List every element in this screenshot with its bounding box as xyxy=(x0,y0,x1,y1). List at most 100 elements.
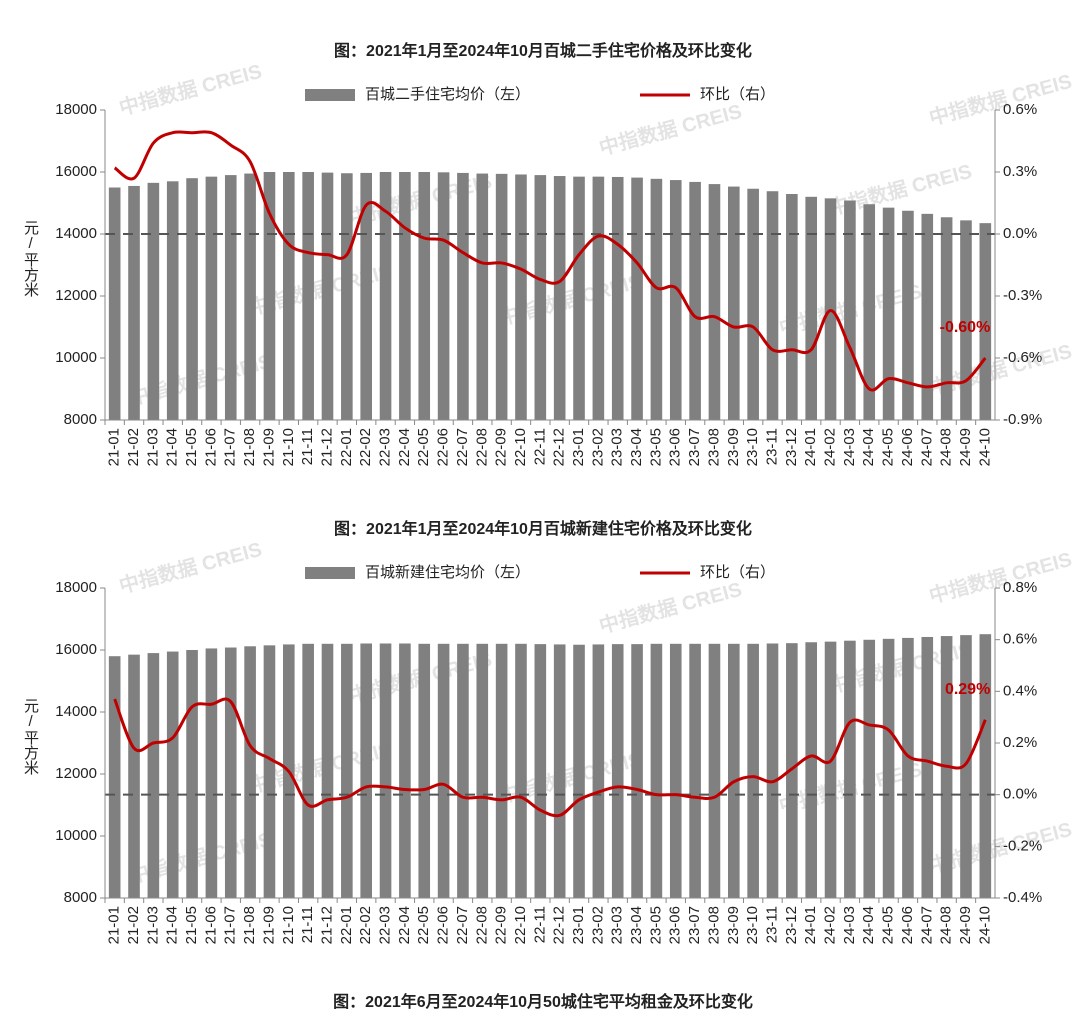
watermark: 中指数据 CREIS xyxy=(926,69,1074,130)
chart-title: 图：2021年1月至2024年10月百城二手住宅价格及环比变化 xyxy=(334,41,752,60)
legend-swatch xyxy=(305,89,355,101)
y2-tick-label: 0.4% xyxy=(1003,682,1037,699)
x-tick-label: 23-08 xyxy=(705,906,722,944)
bar xyxy=(302,172,314,420)
bar xyxy=(205,648,218,898)
bar xyxy=(108,656,121,898)
x-tick-label: 22-09 xyxy=(493,906,510,944)
x-tick-label: 24-08 xyxy=(938,428,955,466)
bar xyxy=(786,194,798,420)
watermark: 中指数据 CREIS xyxy=(926,547,1074,608)
x-tick-label: 22-05 xyxy=(415,428,432,466)
x-tick-label: 21-07 xyxy=(222,906,239,944)
legend-label: 百城新建住宅均价（左） xyxy=(365,564,530,581)
bar xyxy=(824,641,837,898)
x-tick-label: 22-02 xyxy=(357,428,374,466)
x-tick-label: 22-11 xyxy=(531,906,548,943)
y-tick-label: 14000 xyxy=(55,703,97,720)
x-tick-label: 24-07 xyxy=(918,906,935,944)
bar xyxy=(108,187,121,420)
bar xyxy=(611,644,624,898)
x-tick-label: 21-06 xyxy=(202,428,219,466)
x-tick-label: 23-05 xyxy=(647,428,664,466)
bar xyxy=(902,210,914,420)
bar xyxy=(166,651,179,898)
x-tick-label: 23-08 xyxy=(705,428,722,466)
bar xyxy=(844,640,856,898)
x-tick-label: 23-11 xyxy=(763,428,780,465)
y2-tick-label: 0.8% xyxy=(1003,579,1037,596)
y-tick-label: 8000 xyxy=(64,411,97,428)
y2-tick-label: -0.2% xyxy=(1003,837,1042,854)
x-tick-label: 24-09 xyxy=(957,428,974,466)
x-tick-label: 21-12 xyxy=(318,906,335,944)
x-tick-label: 21-04 xyxy=(164,906,181,944)
bar xyxy=(321,172,334,420)
watermark: 中指数据 CREIS xyxy=(116,537,264,598)
x-tick-label: 22-01 xyxy=(338,428,355,466)
y-tick-label: 18000 xyxy=(55,579,97,596)
x-tick-label: 24-01 xyxy=(802,906,819,944)
bar xyxy=(476,173,489,420)
bar xyxy=(766,643,779,898)
y2-tick-label: 0.3% xyxy=(1003,163,1037,180)
x-tick-label: 24-10 xyxy=(976,428,993,466)
bar xyxy=(399,643,411,898)
chart-title: 图：2021年1月至2024年10月百城新建住宅价格及环比变化 xyxy=(334,519,752,538)
bar xyxy=(437,643,450,898)
bar xyxy=(166,181,179,420)
x-tick-label: 21-01 xyxy=(106,906,123,944)
bar xyxy=(321,643,334,898)
bar xyxy=(534,175,547,420)
bar xyxy=(379,172,392,420)
y2-tick-label: -0.3% xyxy=(1003,287,1042,304)
bar xyxy=(650,643,663,898)
x-tick-label: 23-10 xyxy=(744,428,761,466)
bar xyxy=(708,184,721,420)
y-tick-label: 8000 xyxy=(64,889,97,906)
y-tick-label: 12000 xyxy=(55,765,97,782)
y2-tick-label: 0.6% xyxy=(1003,101,1037,118)
x-tick-label: 21-07 xyxy=(222,428,239,466)
x-tick-label: 22-01 xyxy=(338,906,355,944)
x-tick-label: 23-05 xyxy=(647,906,664,944)
bar xyxy=(186,178,198,420)
bar xyxy=(186,650,198,898)
x-tick-label: 21-11 xyxy=(299,428,316,465)
bar xyxy=(244,173,256,420)
line xyxy=(113,697,987,818)
x-tick-label: 23-06 xyxy=(667,906,684,944)
x-tick-label: 21-09 xyxy=(260,906,277,944)
bar xyxy=(844,200,856,420)
y2-tick-label: -0.4% xyxy=(1003,889,1042,906)
y-tick-label: 12000 xyxy=(55,287,97,304)
x-tick-label: 21-10 xyxy=(280,906,297,944)
next-title: 图：2021年6月至2024年10月50城住宅平均租金及环比变化 xyxy=(333,992,753,1011)
x-tick-label: 24-04 xyxy=(860,428,877,466)
x-tick-label: 23-09 xyxy=(725,906,742,944)
bar xyxy=(457,643,469,898)
bar xyxy=(921,213,934,420)
bar xyxy=(476,643,489,898)
x-tick-label: 22-08 xyxy=(473,428,490,466)
x-tick-label: 23-03 xyxy=(609,906,626,944)
bar xyxy=(728,186,740,420)
y-tick-label: 16000 xyxy=(55,163,97,180)
bar xyxy=(379,643,392,898)
x-tick-label: 23-01 xyxy=(570,428,587,466)
x-tick-label: 23-02 xyxy=(589,428,606,466)
x-tick-label: 23-04 xyxy=(628,906,645,944)
y-tick-label: 10000 xyxy=(55,827,97,844)
bar xyxy=(418,172,431,420)
x-tick-label: 24-09 xyxy=(957,906,974,944)
legend-label: 环比（右） xyxy=(700,86,775,103)
bar xyxy=(747,188,759,420)
bar xyxy=(128,185,140,420)
x-tick-label: 21-12 xyxy=(318,428,335,466)
bar xyxy=(689,643,701,898)
bar xyxy=(224,175,237,420)
x-tick-label: 22-10 xyxy=(512,428,529,466)
bar xyxy=(669,643,682,898)
bar xyxy=(341,643,353,898)
